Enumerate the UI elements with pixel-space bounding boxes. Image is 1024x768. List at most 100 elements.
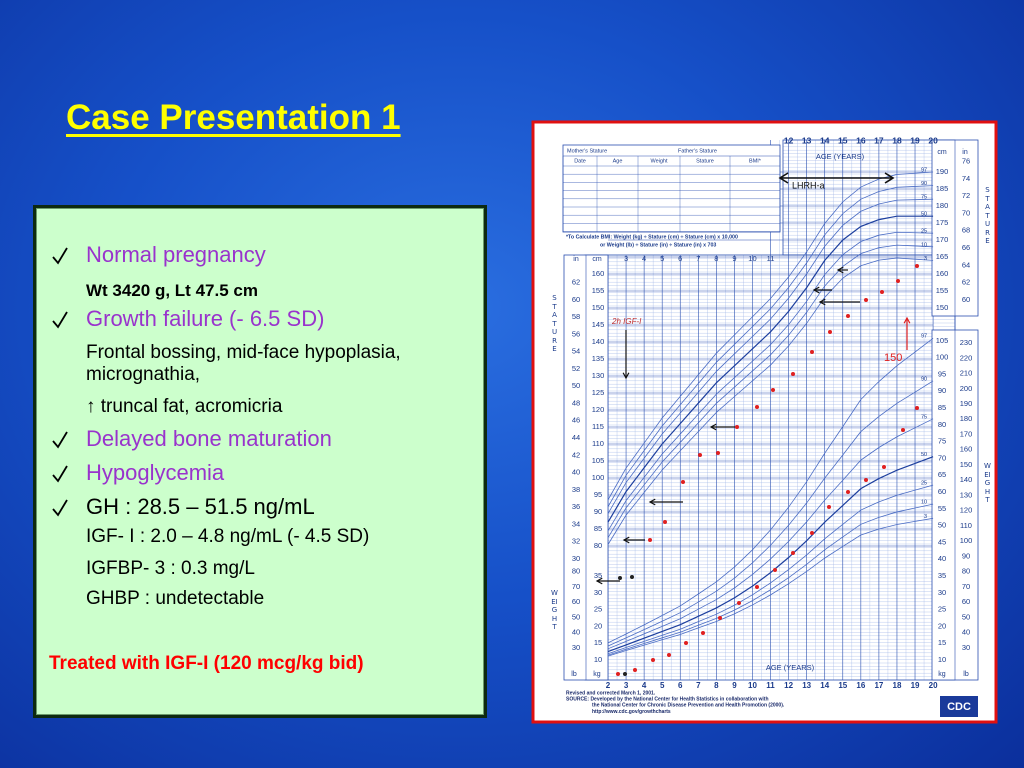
vertical-label: STATURE bbox=[551, 294, 558, 353]
chart-text: 95 bbox=[594, 490, 602, 499]
chart-text: 54 bbox=[572, 347, 580, 356]
percentile-curve bbox=[607, 215, 934, 523]
chart-text: 8 bbox=[714, 254, 718, 263]
chart-text: 20 bbox=[938, 621, 946, 630]
chart-text: 6 bbox=[678, 681, 683, 690]
chart-text: 9 bbox=[732, 254, 736, 263]
chart-text: 70 bbox=[962, 208, 970, 217]
chart-text: LHRH-a bbox=[792, 180, 825, 190]
measurement-dot bbox=[846, 490, 850, 494]
chart-text: 75 bbox=[938, 437, 946, 446]
chart-text: 80 bbox=[572, 567, 580, 576]
measurement-dot bbox=[771, 388, 775, 392]
chart-text: 19 bbox=[911, 681, 920, 690]
percentile-curve bbox=[607, 503, 934, 656]
chart-text: 17 bbox=[874, 135, 884, 145]
birth-dot bbox=[630, 575, 634, 579]
chart-text: 10 bbox=[921, 500, 927, 506]
chart-text: Father's Stature bbox=[678, 148, 717, 154]
bullet-text: Normal pregnancy bbox=[86, 242, 266, 267]
findings-panel: Treated with IGF-I (120 mcg/kg bid) Norm… bbox=[33, 205, 487, 718]
measurement-dot bbox=[684, 641, 688, 645]
chart-text: 50 bbox=[921, 452, 927, 458]
percentile-curve bbox=[607, 517, 934, 657]
measurement-dot bbox=[791, 551, 795, 555]
measurement-dot bbox=[737, 601, 741, 605]
measurement-dot bbox=[663, 520, 667, 524]
chart-text: 180 bbox=[936, 201, 949, 210]
chart-text: 30 bbox=[572, 643, 580, 652]
chart-text: 3 bbox=[624, 254, 628, 263]
chart-text: 30 bbox=[962, 643, 970, 652]
birth-dot bbox=[623, 672, 627, 676]
chart-text: 100 bbox=[936, 353, 949, 362]
chart-text: 145 bbox=[592, 320, 605, 329]
check-path bbox=[52, 311, 68, 329]
chart-text: 17 bbox=[874, 681, 883, 690]
chart-text: 74 bbox=[962, 174, 970, 183]
chart-text: kg bbox=[938, 671, 946, 678]
sub-text: IGFBP- 3 : 0.3 mg/L bbox=[86, 558, 255, 579]
chart-text: 12 bbox=[784, 681, 793, 690]
chart-text: 3 bbox=[624, 681, 629, 690]
chart-text: or Weight (lb) ÷ Stature (in) ÷ Stature … bbox=[600, 242, 716, 248]
chart-text: 66 bbox=[962, 243, 970, 252]
check-mark bbox=[52, 431, 68, 449]
chart-text: 64 bbox=[962, 260, 970, 269]
chart-text: the National Center for Chronic Disease … bbox=[592, 703, 785, 709]
measurement-dot bbox=[755, 585, 759, 589]
chart-text: SOURCE: Developed by the National Center… bbox=[566, 697, 769, 703]
chart-text: 90 bbox=[962, 551, 970, 560]
chart-text: 110 bbox=[592, 439, 604, 448]
chart-text: 5 bbox=[660, 254, 664, 263]
chart-text: 70 bbox=[938, 453, 946, 462]
chart-text: 4 bbox=[642, 681, 647, 690]
measurement-dot bbox=[864, 478, 868, 482]
chart-text: CDC bbox=[947, 701, 971, 713]
chart-text: 100 bbox=[960, 536, 973, 545]
chart-text: 75 bbox=[921, 414, 927, 420]
chart-text: http://www.cdc.gov/growthcharts bbox=[592, 709, 671, 715]
percentile-curve bbox=[607, 244, 934, 538]
chart-text: 13 bbox=[802, 135, 812, 145]
chart-text: 40 bbox=[572, 628, 580, 637]
chart-text: Revised and corrected March 1, 2001. bbox=[566, 690, 656, 696]
chart-text: Age bbox=[613, 158, 623, 164]
chart-text: 220 bbox=[960, 353, 973, 362]
chart-text: 32 bbox=[572, 537, 580, 546]
chart-text: 50 bbox=[921, 212, 927, 218]
chart-text: 8 bbox=[714, 681, 719, 690]
chart-text: 30 bbox=[572, 554, 580, 563]
slide-title: Case Presentation 1 bbox=[66, 98, 401, 137]
chart-text: 125 bbox=[592, 388, 605, 397]
chart-text: in bbox=[573, 256, 579, 263]
chart-text: 230 bbox=[960, 338, 973, 347]
sub-text: Wt 3420 g, Lt 47.5 cm bbox=[86, 281, 258, 300]
measurement-dot bbox=[633, 668, 637, 672]
chart-text: 19 bbox=[910, 135, 920, 145]
measurement-dot bbox=[880, 290, 884, 294]
measurement-dot bbox=[810, 531, 814, 535]
chart-text: 11 bbox=[766, 681, 775, 690]
chart-text: 18 bbox=[892, 135, 902, 145]
check-path bbox=[52, 465, 68, 483]
sub-text: Frontal bossing, mid-face hypoplasia, mi… bbox=[86, 342, 401, 385]
chart-text: 5 bbox=[660, 681, 665, 690]
chart-text: 15 bbox=[838, 135, 848, 145]
treatment: Treated with IGF-I (120 mcg/kg bid) bbox=[49, 653, 364, 674]
measurement-dot bbox=[864, 298, 868, 302]
chart-text: 38 bbox=[572, 485, 580, 494]
measurement-dot bbox=[773, 568, 777, 572]
chart-text: 20 bbox=[928, 135, 938, 145]
chart-text: 62 bbox=[962, 278, 970, 287]
chart-text: 62 bbox=[572, 278, 580, 287]
bullet-text: Hypoglycemia bbox=[86, 460, 225, 485]
chart-text: 34 bbox=[572, 519, 580, 528]
chart-text: 46 bbox=[572, 416, 580, 425]
chart-text: 160 bbox=[960, 445, 973, 454]
chart-text: 12 bbox=[784, 135, 794, 145]
chart-text: 13 bbox=[802, 681, 811, 690]
chart-text: 120 bbox=[960, 506, 973, 515]
